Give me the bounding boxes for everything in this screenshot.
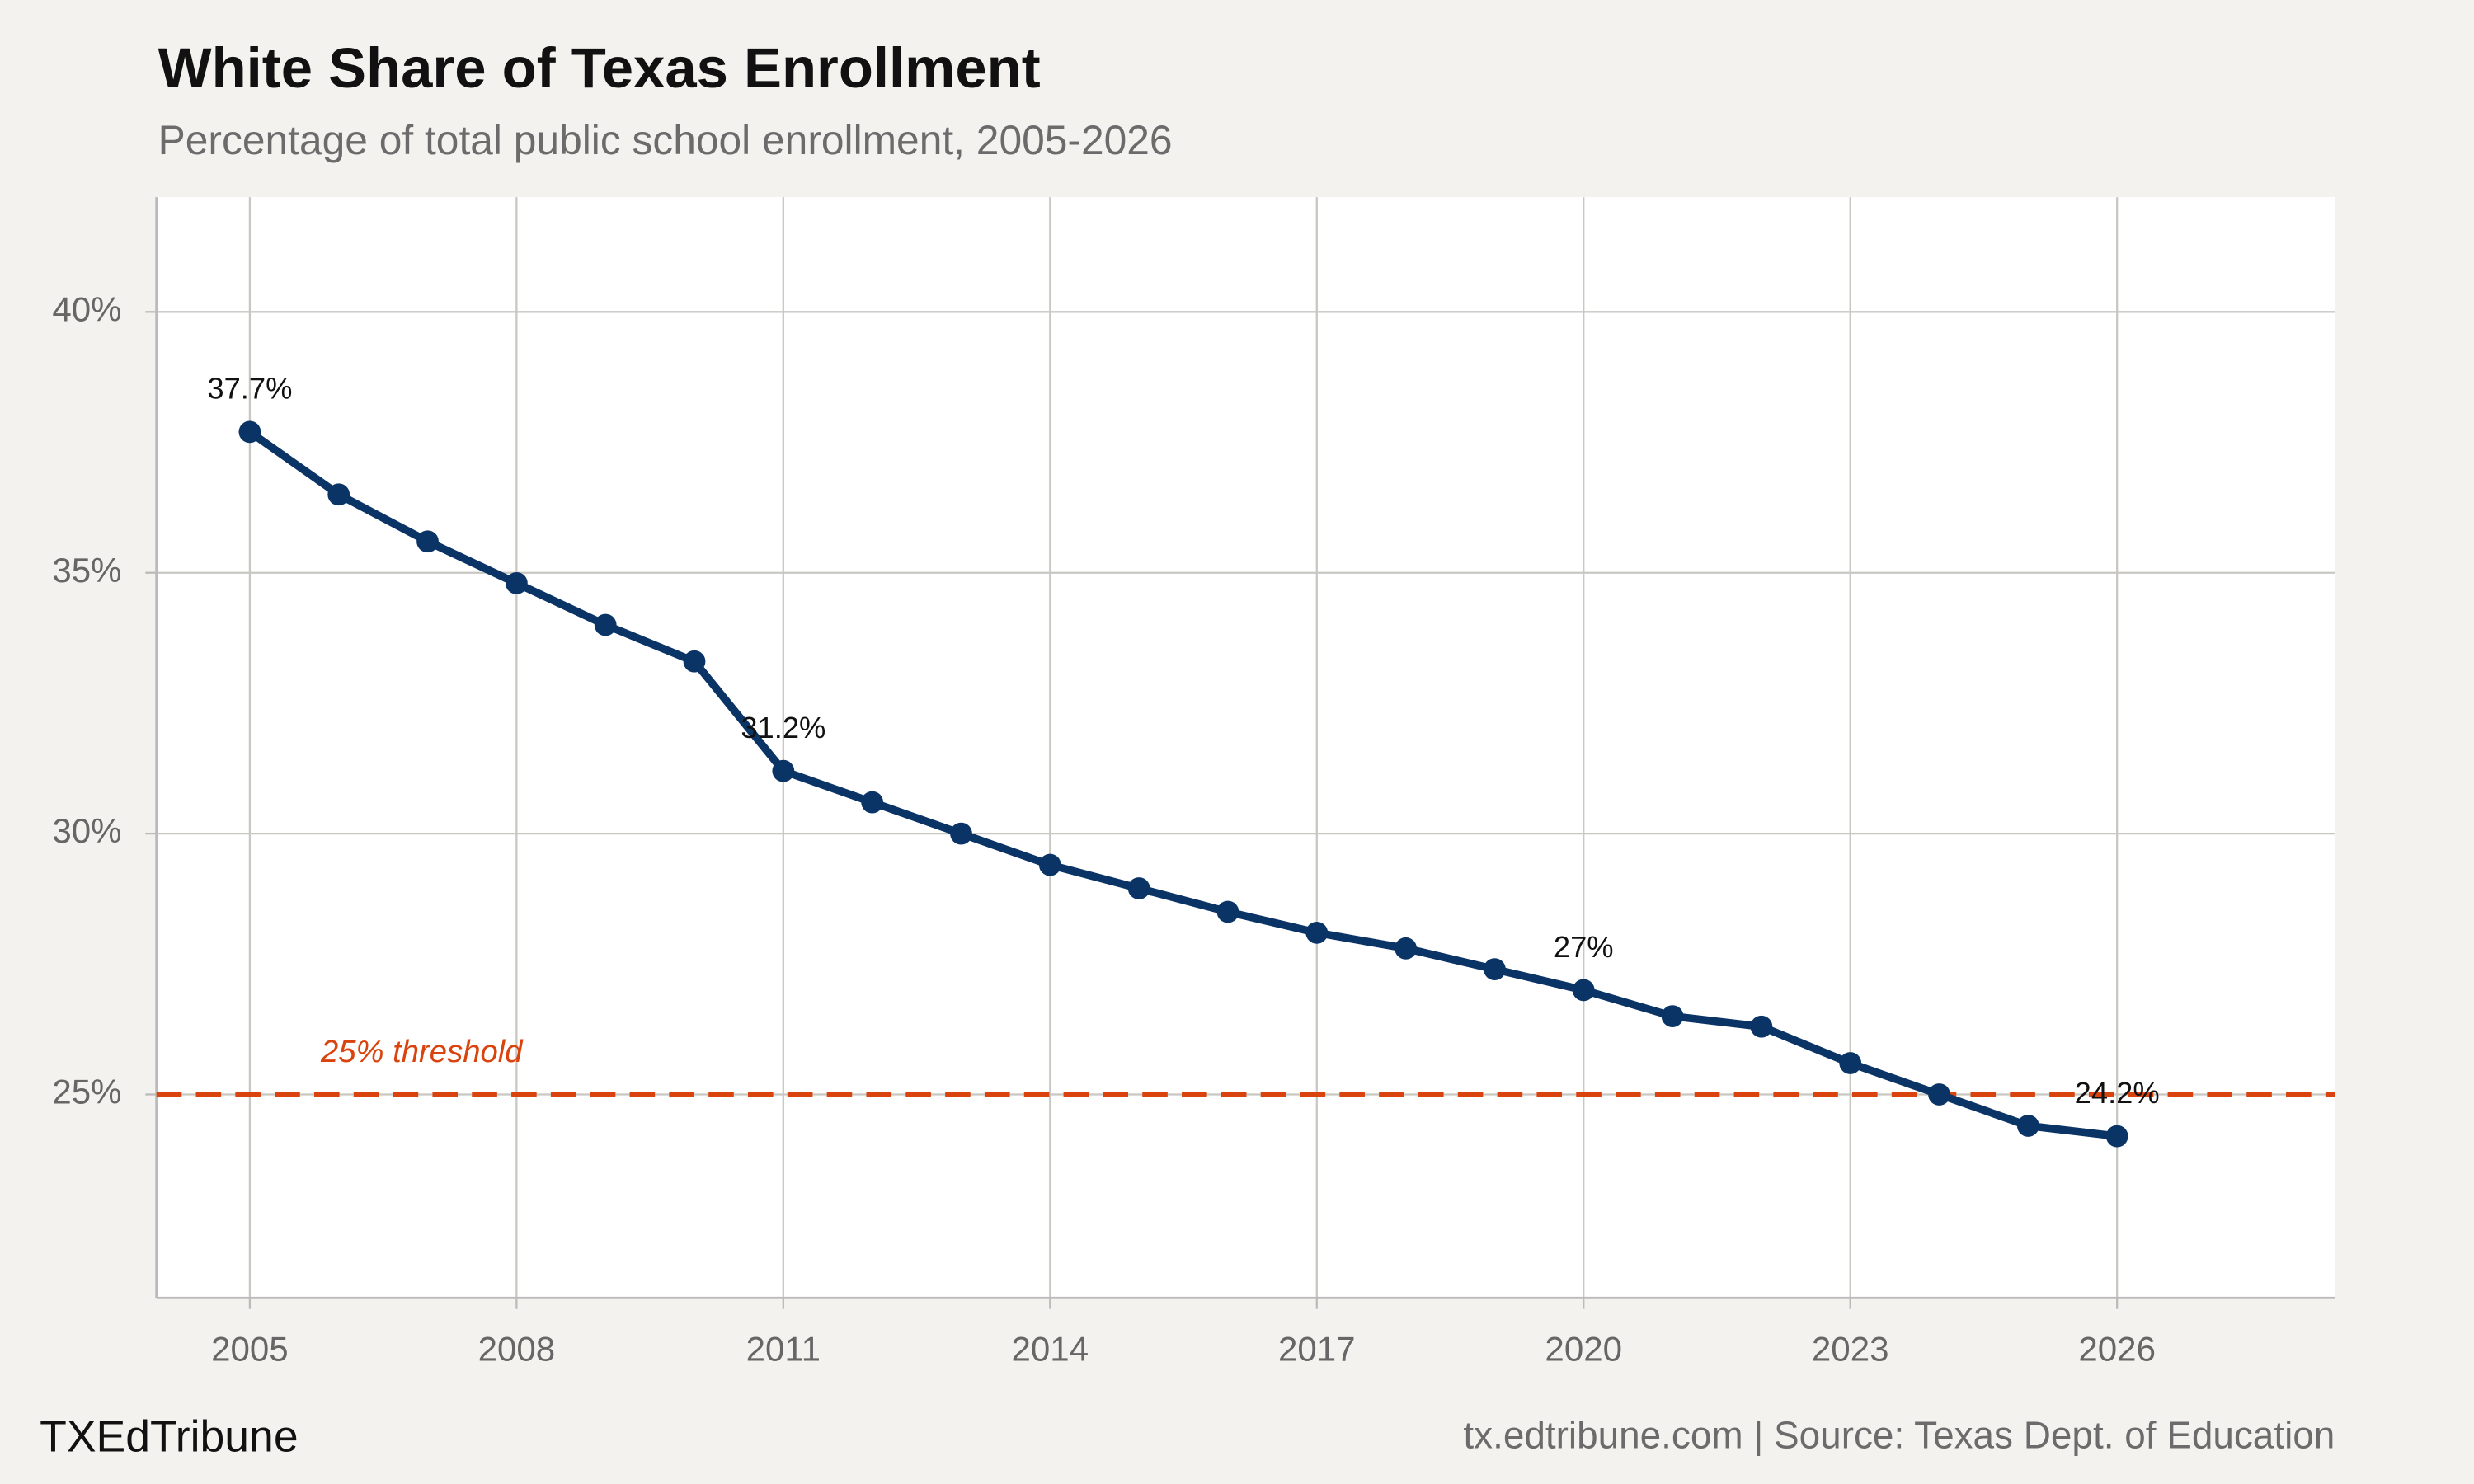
chart-subtitle: Percentage of total public school enroll… bbox=[158, 117, 1173, 163]
x-tick-label: 2008 bbox=[478, 1329, 556, 1368]
data-point bbox=[683, 650, 706, 673]
chart-title: White Share of Texas Enrollment bbox=[158, 36, 1041, 100]
value-label: 31.2% bbox=[741, 711, 825, 744]
y-tick-label: 30% bbox=[52, 811, 121, 850]
marks: 25% threshold 37.7% 31.2% 27% 24.2% bbox=[156, 372, 2335, 1148]
data-point bbox=[1928, 1083, 1950, 1106]
data-point bbox=[238, 420, 261, 444]
y-tick-label: 35% bbox=[52, 551, 121, 589]
data-point bbox=[2105, 1125, 2128, 1148]
data-point bbox=[594, 613, 617, 636]
x-tick-label: 2017 bbox=[1278, 1329, 1356, 1368]
x-tick-label: 2020 bbox=[1545, 1329, 1622, 1368]
data-point bbox=[772, 759, 795, 782]
x-tick-label: 2014 bbox=[1012, 1329, 1089, 1368]
source: tx.edtribune.com | Source: Texas Dept. o… bbox=[1463, 1414, 2335, 1457]
data-point bbox=[1395, 937, 1417, 960]
data-point bbox=[416, 530, 439, 553]
data-point bbox=[1216, 900, 1239, 923]
data-point bbox=[1839, 1052, 1862, 1074]
y-tick-label: 25% bbox=[52, 1073, 121, 1111]
x-tick-label: 2023 bbox=[1812, 1329, 1889, 1368]
x-tick-label: 2005 bbox=[211, 1329, 289, 1368]
series-line bbox=[247, 428, 2118, 1140]
grid: 25% 30% 35% 40% 2005 2008 2011 2014 2017 2020 2023… bbox=[52, 197, 2335, 1368]
value-label: 24.2% bbox=[2075, 1076, 2160, 1110]
data-point bbox=[950, 822, 972, 845]
data-point bbox=[2016, 1115, 2039, 1137]
x-tick-label: 2026 bbox=[2078, 1329, 2156, 1368]
data-point bbox=[861, 791, 884, 814]
value-label: 37.7% bbox=[207, 372, 292, 406]
reference-label: 25% threshold bbox=[320, 1034, 524, 1069]
data-point bbox=[1572, 979, 1595, 1002]
x-tick-label: 2011 bbox=[746, 1329, 821, 1368]
value-label: 27% bbox=[1554, 930, 1614, 964]
y-tick-label: 40% bbox=[52, 289, 121, 328]
brand: TXEdTribune bbox=[40, 1413, 299, 1462]
data-point bbox=[1661, 1005, 1684, 1027]
data-point bbox=[1127, 877, 1150, 899]
plot-panel bbox=[156, 197, 2335, 1298]
data-point bbox=[1750, 1015, 1773, 1038]
data-point bbox=[327, 483, 350, 506]
data-point bbox=[505, 571, 528, 594]
data-point bbox=[1038, 853, 1061, 876]
data-point bbox=[1305, 921, 1329, 944]
data-point bbox=[1484, 958, 1506, 981]
